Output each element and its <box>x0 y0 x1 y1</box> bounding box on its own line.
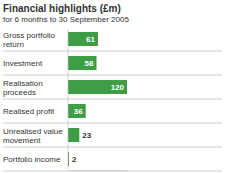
axis-line <box>68 29 69 169</box>
bar <box>68 32 98 46</box>
bar <box>68 104 86 118</box>
row-separator <box>3 99 222 100</box>
category-line: Realisation <box>3 79 43 88</box>
axis-range-line <box>68 170 127 171</box>
category-line: Investment <box>3 59 43 68</box>
row-separator <box>3 171 222 172</box>
category-line: proceeds <box>3 88 36 97</box>
category-line: return <box>3 40 24 49</box>
category-line: Portfolio income <box>3 155 61 164</box>
bar <box>68 56 97 70</box>
category-label: Unrealised valuemovement <box>3 127 63 145</box>
bar <box>68 128 79 142</box>
category-line: Unrealised value <box>3 127 63 136</box>
chart: Financial highlights (£m)for 6 months to… <box>0 0 225 173</box>
data-label: 120 <box>111 83 125 92</box>
category-line: Gross portfolio <box>3 31 56 40</box>
bar <box>68 80 127 94</box>
category-label: Investment <box>3 59 43 68</box>
data-label: 58 <box>85 59 94 68</box>
row-separator <box>3 123 222 124</box>
category-label: Realised profit <box>3 107 55 116</box>
title: Financial highlights (£m) <box>3 3 121 14</box>
data-label: 2 <box>72 155 77 164</box>
category-label: Realisationproceeds <box>3 79 43 97</box>
category-line: movement <box>3 136 41 145</box>
row-separator <box>3 51 222 52</box>
category-label: Gross portfolioreturn <box>3 31 56 49</box>
subtitle: for 6 months to 30 September 2005 <box>3 15 129 24</box>
data-label: 36 <box>74 107 83 116</box>
data-label: 23 <box>82 131 91 140</box>
row-separator <box>3 147 222 148</box>
category-line: Realised profit <box>3 107 55 116</box>
data-label: 61 <box>86 35 95 44</box>
row-separator <box>3 75 222 76</box>
category-label: Portfolio income <box>3 155 61 164</box>
